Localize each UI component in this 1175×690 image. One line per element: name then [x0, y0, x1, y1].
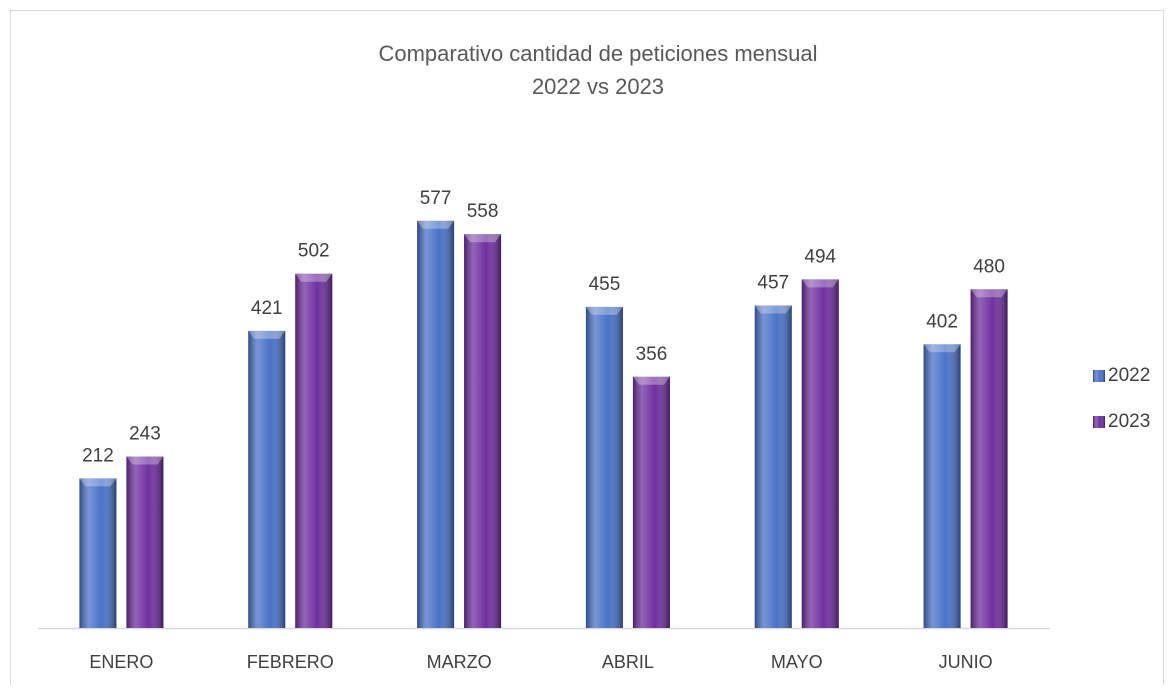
bar-bevel — [417, 220, 455, 229]
bar-bevel — [754, 305, 792, 314]
bar-shade — [970, 289, 1008, 628]
bar-bevel — [970, 289, 1008, 298]
bar-bevel — [632, 376, 670, 385]
data-label: 455 — [589, 274, 621, 295]
bar-shade — [126, 456, 164, 628]
data-label: 212 — [82, 445, 114, 466]
legend-swatch-shade — [1093, 416, 1105, 428]
bar-shade — [417, 220, 455, 628]
bar-shade — [632, 376, 670, 628]
data-label: 502 — [298, 241, 330, 262]
bar-bevel — [126, 456, 164, 465]
bar-shade — [801, 279, 839, 628]
data-label: 577 — [420, 188, 452, 209]
bar-bevel — [923, 344, 961, 353]
x-tick-label: MAYO — [771, 652, 823, 672]
data-label: 480 — [973, 256, 1005, 277]
x-tick-label: FEBRERO — [247, 652, 334, 672]
chart-subtitle: 2022 vs 2023 — [532, 74, 664, 99]
bar-shade — [754, 305, 792, 628]
bar-shade — [79, 478, 117, 628]
data-label: 356 — [636, 344, 668, 365]
bar-shade — [295, 273, 333, 628]
bar-shade — [585, 306, 623, 628]
bar-bevel — [295, 273, 333, 282]
x-tick-label: ENERO — [89, 652, 153, 672]
bar-bevel — [801, 279, 839, 288]
bar-bevel — [248, 330, 286, 339]
x-tick-label: ABRIL — [602, 652, 654, 672]
legend-label: 2023 — [1108, 411, 1150, 432]
bar-shade — [464, 234, 502, 628]
legend-label: 2022 — [1108, 365, 1150, 386]
bar-bevel — [79, 478, 117, 487]
bar-bevel — [464, 234, 502, 243]
data-label: 558 — [467, 201, 499, 222]
data-label: 494 — [804, 246, 836, 267]
data-label: 457 — [757, 273, 789, 294]
bar-shade — [248, 330, 286, 628]
x-tick-label: MARZO — [427, 652, 492, 672]
data-label: 243 — [129, 424, 161, 445]
bar-bevel — [585, 306, 623, 315]
bar-shade — [923, 344, 961, 628]
data-label: 421 — [251, 298, 283, 319]
chart-title: Comparativo cantidad de peticiones mensu… — [378, 41, 817, 66]
legend-swatch-shade — [1093, 370, 1105, 382]
x-tick-label: JUNIO — [939, 652, 993, 672]
data-label: 402 — [926, 311, 958, 332]
